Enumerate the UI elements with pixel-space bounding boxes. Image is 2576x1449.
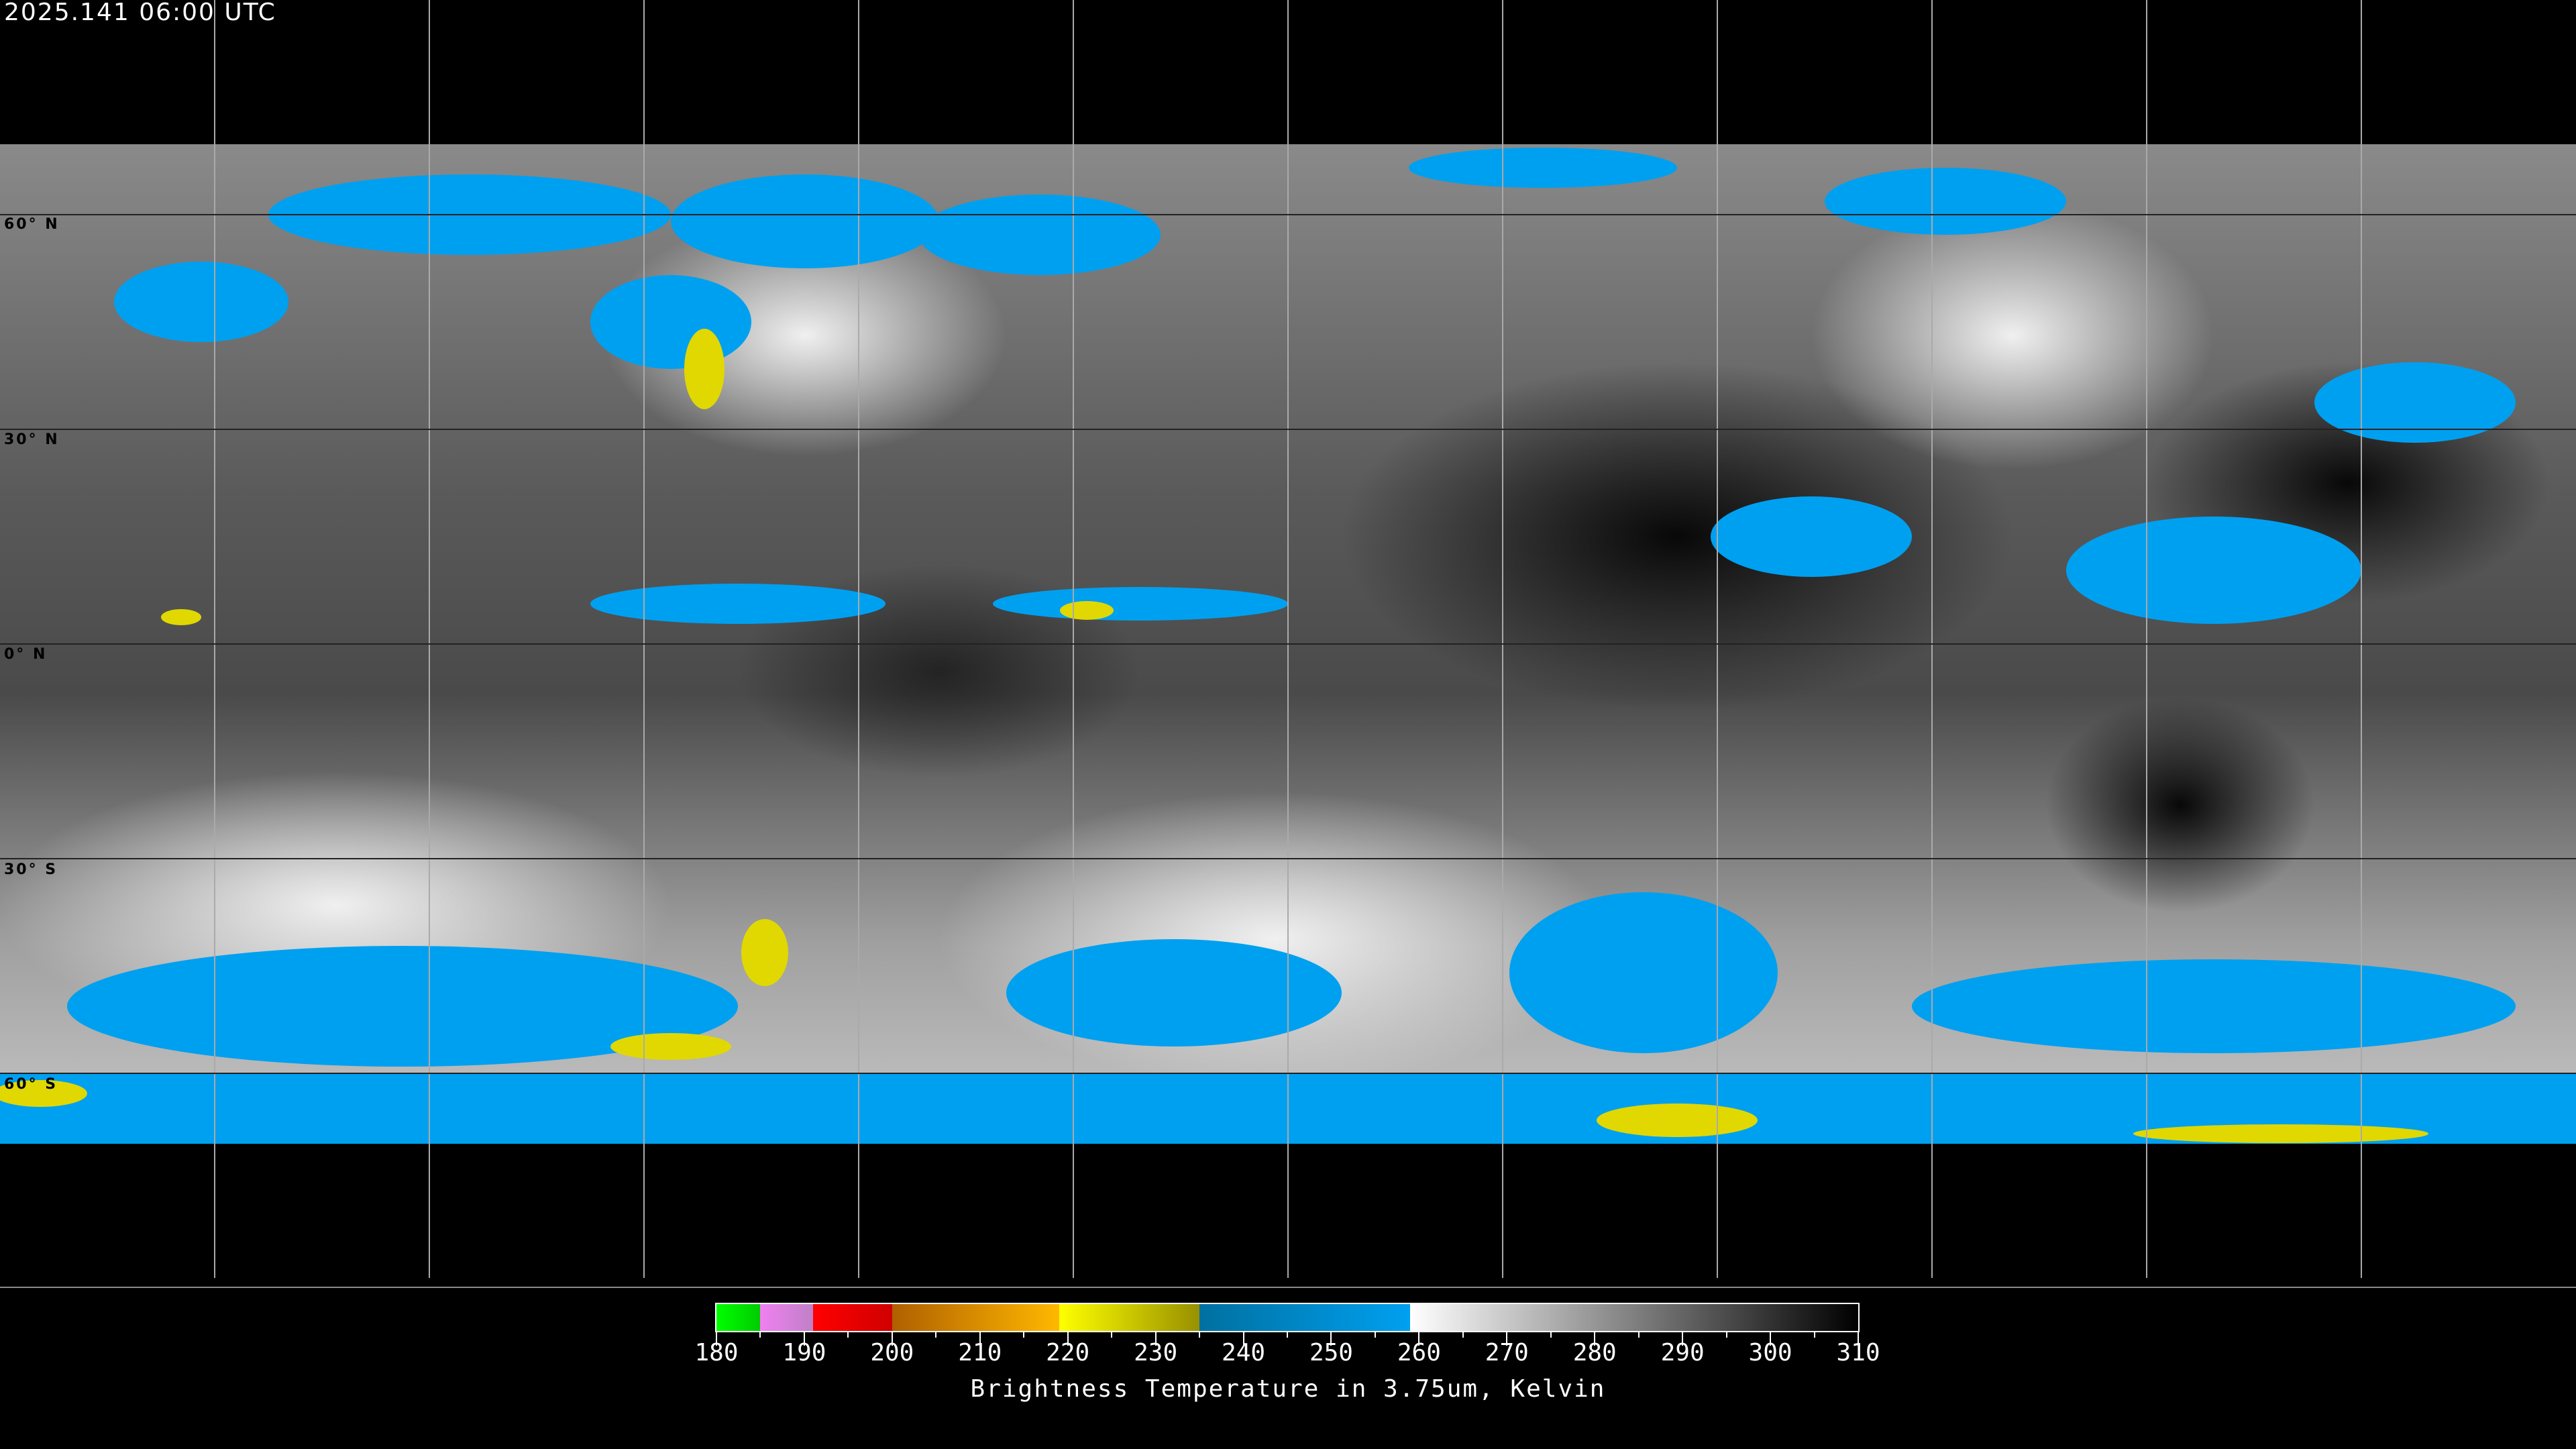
colorbar-tick: [716, 1332, 717, 1346]
colorbar-tick-label: 250: [1309, 1339, 1353, 1366]
colorbar-tick-label: 200: [870, 1339, 914, 1366]
colorbar-segment: [1410, 1304, 1858, 1331]
colorbar-tick-label: 220: [1046, 1339, 1090, 1366]
colorbar-tick: [1418, 1332, 1420, 1346]
colorbar-tick: [1638, 1332, 1640, 1338]
colorbar-segment: [813, 1304, 892, 1331]
colorbar-segment: [892, 1304, 1059, 1331]
timestamp: 2025.141 06:00 UTC: [4, 0, 276, 26]
colorbar-tick: [1287, 1332, 1288, 1338]
colorbar-tick-label: 270: [1485, 1339, 1529, 1366]
colorbar-tick: [1550, 1332, 1552, 1338]
colorbar-tick: [1111, 1332, 1113, 1338]
colorbar-tick-label: 240: [1222, 1339, 1266, 1366]
colorbar-tick: [1199, 1332, 1201, 1338]
colorbar-tick-label: 260: [1397, 1339, 1441, 1366]
colorbar-tick: [1067, 1332, 1069, 1346]
colorbar-tick-label: 180: [694, 1339, 739, 1366]
colorbar-tick: [1725, 1332, 1727, 1338]
colorbar-segment: [716, 1304, 761, 1331]
colorbar-tick: [759, 1332, 761, 1338]
colorbar-tick-label: 310: [1836, 1339, 1880, 1366]
colorbar-tick: [1330, 1332, 1332, 1346]
colorbar: [715, 1303, 1860, 1332]
colorbar-segment: [1059, 1304, 1200, 1331]
colorbar-tick: [1374, 1332, 1376, 1338]
colorbar-tick: [1023, 1332, 1025, 1338]
lat-lon-grid: [0, 0, 2576, 1278]
colorbar-tick: [1682, 1332, 1684, 1346]
colorbar-tick: [979, 1332, 981, 1346]
lat-label-30s: 30° S: [4, 861, 58, 878]
satellite-map: [0, 0, 2576, 1278]
lat-label-60s: 60° S: [4, 1076, 58, 1093]
colorbar-tick-label: 210: [958, 1339, 1002, 1366]
colorbar-tick-label: 190: [782, 1339, 826, 1366]
colorbar-tick: [847, 1332, 849, 1338]
colorbar-tick: [1462, 1332, 1464, 1338]
colorbar-segment: [1199, 1304, 1411, 1331]
colorbar-tick: [1813, 1332, 1815, 1338]
colorbar-tick: [1155, 1332, 1157, 1346]
colorbar-tick-label: 290: [1660, 1339, 1705, 1366]
colorbar-tick: [935, 1332, 937, 1338]
colorbar-tick: [1594, 1332, 1596, 1346]
lat-label-30n: 30° N: [4, 431, 60, 448]
colorbar-tick-label: 300: [1748, 1339, 1792, 1366]
lat-label-0n: 0° N: [4, 646, 48, 663]
colorbar-tick: [1242, 1332, 1244, 1346]
colorbar-tick: [891, 1332, 893, 1346]
colorbar-title: Brightness Temperature in 3.75um, Kelvin: [970, 1375, 1606, 1403]
colorbar-tick: [1858, 1332, 1859, 1346]
lat-label-60n: 60° N: [4, 216, 60, 233]
colorbar-tick-label: 280: [1572, 1339, 1617, 1366]
colorbar-tick: [1506, 1332, 1508, 1346]
divider: [0, 1287, 2576, 1288]
colorbar-tick: [1770, 1332, 1772, 1346]
colorbar-segment: [760, 1304, 813, 1331]
colorbar-tick-label: 230: [1134, 1339, 1178, 1366]
colorbar-tick: [803, 1332, 805, 1346]
